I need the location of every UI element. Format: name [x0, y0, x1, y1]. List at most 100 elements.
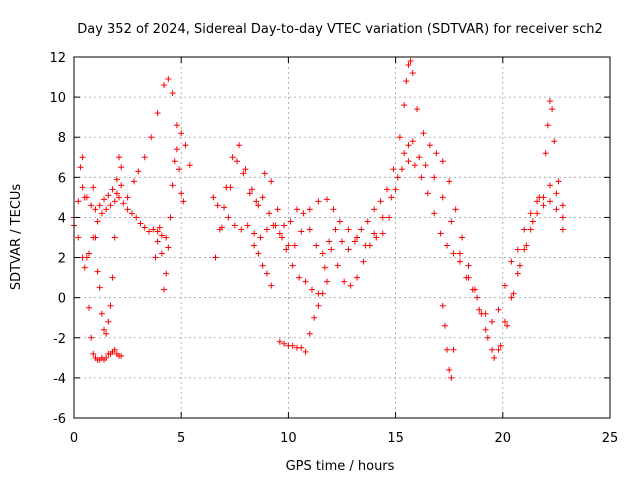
data-point — [116, 154, 123, 161]
data-point — [446, 178, 453, 185]
data-point — [456, 258, 463, 265]
data-point — [446, 366, 453, 373]
data-point — [551, 138, 558, 145]
data-point — [422, 162, 429, 169]
chart-title: Day 352 of 2024, Sidereal Day-to-day VTE… — [77, 22, 603, 37]
data-point — [79, 184, 86, 191]
data-point — [553, 190, 560, 197]
data-point — [489, 318, 496, 325]
data-point — [534, 198, 541, 205]
data-point — [240, 170, 247, 177]
data-point — [281, 340, 288, 347]
data-point — [521, 226, 528, 233]
data-point — [439, 158, 446, 165]
data-point — [212, 254, 219, 261]
data-point — [133, 214, 140, 221]
data-point — [330, 206, 337, 213]
data-point — [321, 264, 328, 271]
data-point — [276, 230, 283, 237]
data-point — [173, 146, 180, 153]
data-point — [405, 158, 412, 165]
data-point — [79, 154, 86, 161]
data-point — [358, 226, 365, 233]
data-point — [77, 164, 84, 171]
data-point — [169, 90, 176, 97]
data-point — [214, 202, 221, 209]
data-point — [253, 198, 260, 205]
data-point — [364, 218, 371, 225]
data-point — [414, 106, 421, 113]
data-point — [482, 326, 489, 333]
tick-labels: 0 5 10 15 20 25 -6 -4 -2 0 2 4 6 8 10 12 — [49, 51, 618, 446]
data-point — [244, 222, 251, 229]
y-tick-label: 0 — [58, 292, 66, 307]
data-point — [165, 76, 172, 83]
data-point — [478, 310, 485, 317]
data-point — [540, 202, 547, 209]
data-point — [296, 274, 303, 281]
data-point — [152, 254, 159, 261]
data-point — [401, 150, 408, 157]
data-point — [495, 306, 502, 313]
data-point — [332, 226, 339, 233]
data-point — [366, 242, 373, 249]
data-point — [484, 334, 491, 341]
data-point — [255, 202, 262, 209]
data-point — [527, 226, 534, 233]
data-point — [341, 278, 348, 285]
data-point — [527, 210, 534, 217]
data-point — [302, 278, 309, 285]
data-point — [90, 184, 97, 191]
data-point — [315, 302, 322, 309]
data-point — [120, 200, 127, 207]
data-point — [176, 166, 183, 173]
data-point — [559, 214, 566, 221]
data-point — [289, 262, 296, 269]
data-point — [501, 282, 508, 289]
y-tick-label: -4 — [53, 372, 66, 387]
data-point — [167, 214, 174, 221]
data-point — [553, 206, 560, 213]
data-point — [141, 154, 148, 161]
data-point — [105, 318, 112, 325]
data-point — [354, 274, 361, 281]
series-seg-b — [71, 194, 170, 271]
data-point — [141, 224, 148, 231]
data-point — [521, 246, 528, 253]
data-point — [319, 250, 326, 257]
data-point — [283, 246, 290, 253]
data-point — [399, 166, 406, 173]
data-point — [287, 218, 294, 225]
data-point — [276, 338, 283, 345]
data-point — [103, 206, 110, 213]
data-point — [544, 122, 551, 129]
data-point — [86, 304, 93, 311]
data-point — [542, 150, 549, 157]
data-point — [86, 250, 93, 257]
data-point — [238, 226, 245, 233]
data-point — [259, 194, 266, 201]
data-point — [186, 162, 193, 169]
data-point — [409, 138, 416, 145]
data-point — [444, 242, 451, 249]
data-point — [323, 196, 330, 203]
data-point — [489, 346, 496, 353]
series-seg-f — [210, 138, 566, 325]
series-seg-i — [251, 242, 275, 289]
series-seg-k — [439, 302, 457, 381]
x-tick-label: 25 — [602, 431, 619, 446]
data-point — [154, 110, 161, 117]
data-point — [431, 210, 438, 217]
data-point — [354, 234, 361, 241]
data-point — [448, 374, 455, 381]
data-point — [328, 246, 335, 253]
data-point — [504, 322, 511, 329]
data-point — [508, 294, 515, 301]
data-point — [266, 210, 273, 217]
data-point — [388, 194, 395, 201]
ticks — [73, 56, 611, 419]
data-point — [75, 198, 82, 205]
data-point — [336, 218, 343, 225]
data-point — [308, 286, 315, 293]
data-point — [407, 58, 414, 65]
